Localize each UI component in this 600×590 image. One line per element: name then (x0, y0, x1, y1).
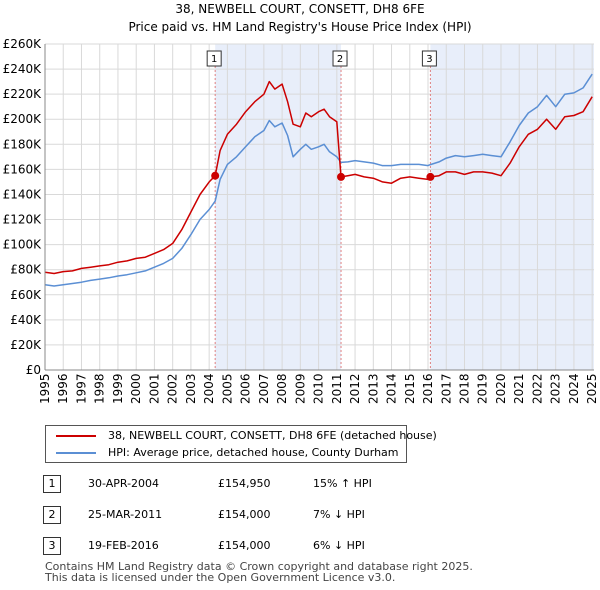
x-tick-label: 2023 (549, 373, 563, 404)
x-tick-label: 2008 (275, 373, 289, 404)
sale-point (426, 172, 435, 181)
x-tick-label: 1995 (38, 373, 52, 404)
footer-copyright: Contains HM Land Registry data © Crown c… (45, 560, 473, 573)
x-tick-label: 2002 (166, 373, 180, 404)
sale-row: 1 30-APR-2004 £154,950 15% ↑ HPI (43, 475, 463, 495)
x-tick-label: 2011 (330, 373, 344, 404)
sale-point (337, 172, 346, 181)
x-tick-label: 2006 (239, 373, 253, 404)
legend-item-property: 38, NEWBELL COURT, CONSETT, DH8 6FE (det… (56, 429, 437, 442)
chart-subtitle: Price paid vs. HM Land Registry's House … (128, 20, 471, 34)
sale-price: £154,000 (218, 539, 271, 552)
sale-point (211, 171, 220, 180)
x-tick-label: 2000 (129, 373, 143, 404)
sale-number-badge: 2 (43, 506, 61, 524)
legend-item-hpi: HPI: Average price, detached house, Coun… (56, 446, 399, 459)
x-tick-label: 2003 (184, 373, 198, 404)
sale-price: £154,000 (218, 508, 271, 521)
x-tick-label: 2007 (257, 373, 271, 404)
y-tick-label: £60K (10, 288, 42, 302)
y-tick-label: £260K (3, 37, 43, 51)
y-tick-label: £180K (3, 137, 43, 151)
sale-number-badge: 3 (43, 537, 61, 555)
sale-marker-box (332, 50, 348, 67)
x-tick-label: 1999 (111, 373, 125, 404)
sale-marker-label: 1 (211, 54, 217, 65)
legend-label-property: 38, NEWBELL COURT, CONSETT, DH8 6FE (det… (108, 429, 437, 442)
x-tick-label: 2009 (293, 373, 307, 404)
sale-price: £154,950 (218, 477, 271, 490)
sale-marker-label: 3 (426, 54, 432, 65)
x-tick-label: 2020 (494, 373, 508, 404)
footer: Contains HM Land Registry data © Crown c… (45, 561, 473, 583)
y-tick-label: £220K (3, 87, 43, 101)
x-tick-label: 2024 (567, 373, 581, 404)
x-tick-label: 2005 (220, 373, 234, 404)
sale-date: 30-APR-2004 (88, 477, 160, 490)
y-tick-label: £240K (3, 62, 43, 76)
y-tick-label: £160K (3, 162, 43, 176)
legend-swatch-hpi (56, 452, 96, 454)
sale-marker-box (206, 50, 222, 67)
x-tick-label: 2012 (348, 373, 362, 404)
legend-label-hpi: HPI: Average price, detached house, Coun… (108, 446, 399, 459)
series-line (44, 73, 593, 287)
x-tick-label: 2019 (476, 373, 490, 404)
y-tick-label: £0 (26, 363, 41, 377)
y-tick-label: £20K (10, 338, 42, 352)
x-tick-label: 2022 (530, 373, 544, 404)
x-tick-label: 1997 (74, 373, 88, 404)
x-tick-label: 2018 (458, 373, 472, 404)
y-tick-label: £120K (3, 213, 43, 227)
sale-hpi-change: 7% ↓ HPI (313, 508, 365, 521)
sale-row: 3 19-FEB-2016 £154,000 6% ↓ HPI (43, 537, 463, 557)
series-line (44, 80, 593, 275)
x-tick-label: 2013 (366, 373, 380, 404)
sale-hpi-change: 15% ↑ HPI (313, 477, 372, 490)
y-tick-label: £140K (3, 187, 43, 201)
x-tick-label: 2001 (147, 373, 161, 404)
x-tick-label: 2015 (403, 373, 417, 404)
sale-number-badge: 1 (43, 475, 61, 493)
x-tick-label: 2021 (512, 373, 526, 404)
footer-licence: This data is licensed under the Open Gov… (45, 571, 396, 584)
sale-date: 25-MAR-2011 (88, 508, 163, 521)
price-chart: 38, NEWBELL COURT, CONSETT, DH8 6FE Pric… (3, 2, 600, 404)
x-tick-label: 1998 (93, 373, 107, 404)
x-tick-label: 2014 (385, 373, 399, 404)
sale-marker-label: 2 (337, 54, 343, 65)
shaded-period (430, 44, 594, 370)
plot-area: 1 2 3 £0 £20K £40K £60K £80K £100K £120K £140K £160… (3, 37, 600, 404)
shaded-period (215, 44, 342, 370)
sale-date: 19-FEB-2016 (88, 539, 159, 552)
x-tick-label: 1996 (56, 373, 70, 404)
sale-hpi-change: 6% ↓ HPI (313, 539, 365, 552)
chart-title: 38, NEWBELL COURT, CONSETT, DH8 6FE (175, 2, 424, 16)
legend: 38, NEWBELL COURT, CONSETT, DH8 6FE (det… (45, 425, 437, 463)
legend-swatch-property (56, 435, 96, 437)
sale-marker-box (421, 50, 437, 67)
x-tick-label: 2010 (312, 373, 326, 404)
sale-row: 2 25-MAR-2011 £154,000 7% ↓ HPI (43, 506, 463, 526)
y-tick-label: £100K (3, 238, 43, 252)
x-tick-label: 2004 (202, 373, 216, 404)
y-tick-label: £80K (10, 263, 42, 277)
x-tick-label: 2017 (439, 373, 453, 404)
y-tick-label: £200K (3, 112, 43, 126)
x-tick-label: 2016 (421, 373, 435, 404)
y-tick-label: £40K (10, 313, 42, 327)
x-tick-label: 2025 (585, 373, 599, 404)
